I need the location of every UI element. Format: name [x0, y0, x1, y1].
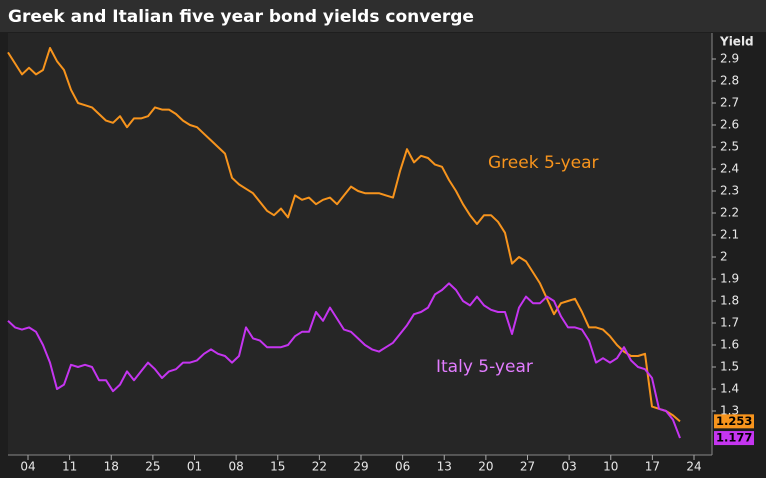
last-value-label: 1.177 [716, 431, 752, 445]
x-tick-label: 18 [104, 460, 119, 474]
x-tick-label: 24 [686, 460, 701, 474]
x-tick-label: 15 [270, 460, 285, 474]
x-tick-label: 10 [603, 460, 618, 474]
x-tick-label: 17 [645, 460, 660, 474]
x-tick-label: 13 [437, 460, 452, 474]
y-tick-label: 2 [720, 250, 728, 264]
y-tick-label: 1.9 [720, 272, 739, 286]
y-tick-label: 2.8 [720, 74, 739, 88]
last-value-box [714, 414, 754, 429]
plot-area [8, 33, 712, 455]
annotation: Greek 5-year [488, 153, 599, 173]
series-line [7, 282, 681, 439]
y-tick-label: 1.3 [720, 404, 739, 418]
y-tick-label: 1.7 [720, 316, 739, 330]
x-tick-label: 25 [145, 460, 160, 474]
series-line [7, 47, 681, 423]
x-tick-label: 29 [353, 460, 368, 474]
last-value-label: 1.253 [716, 414, 752, 428]
y-tick-label: 1.6 [720, 338, 739, 352]
chart-title: Greek and Italian five year bond yields … [8, 7, 474, 27]
last-value-box [714, 431, 754, 446]
x-tick-label: 27 [520, 460, 535, 474]
x-tick-label: 06 [395, 460, 410, 474]
annotation-box [428, 352, 540, 382]
x-tick-label: 08 [228, 460, 243, 474]
title-bar [0, 0, 766, 32]
x-tick-label: 20 [478, 460, 493, 474]
y-tick-label: 2.3 [720, 184, 739, 198]
y-tick-label: 2.5 [720, 140, 739, 154]
y-tick-label: 1.8 [720, 294, 739, 308]
annotation: Italy 5-year [436, 357, 533, 377]
y-tick-label: 2.4 [720, 162, 739, 176]
y-tick-label: 2.6 [720, 118, 739, 132]
y-axis-label: Yield [719, 35, 754, 49]
y-tick-label: 1.4 [720, 382, 739, 396]
x-tick-label: 03 [561, 460, 576, 474]
y-tick-label: 2.2 [720, 206, 739, 220]
x-tick-label: 04 [20, 460, 35, 474]
y-tick-label: 2.9 [720, 52, 739, 66]
x-tick-label: 22 [312, 460, 327, 474]
y-tick-label: 1.5 [720, 360, 739, 374]
x-tick-label: 11 [62, 460, 77, 474]
x-tick-label: 01 [187, 460, 202, 474]
y-tick-label: 2.1 [720, 228, 739, 242]
y-tick-label: 2.7 [720, 96, 739, 110]
